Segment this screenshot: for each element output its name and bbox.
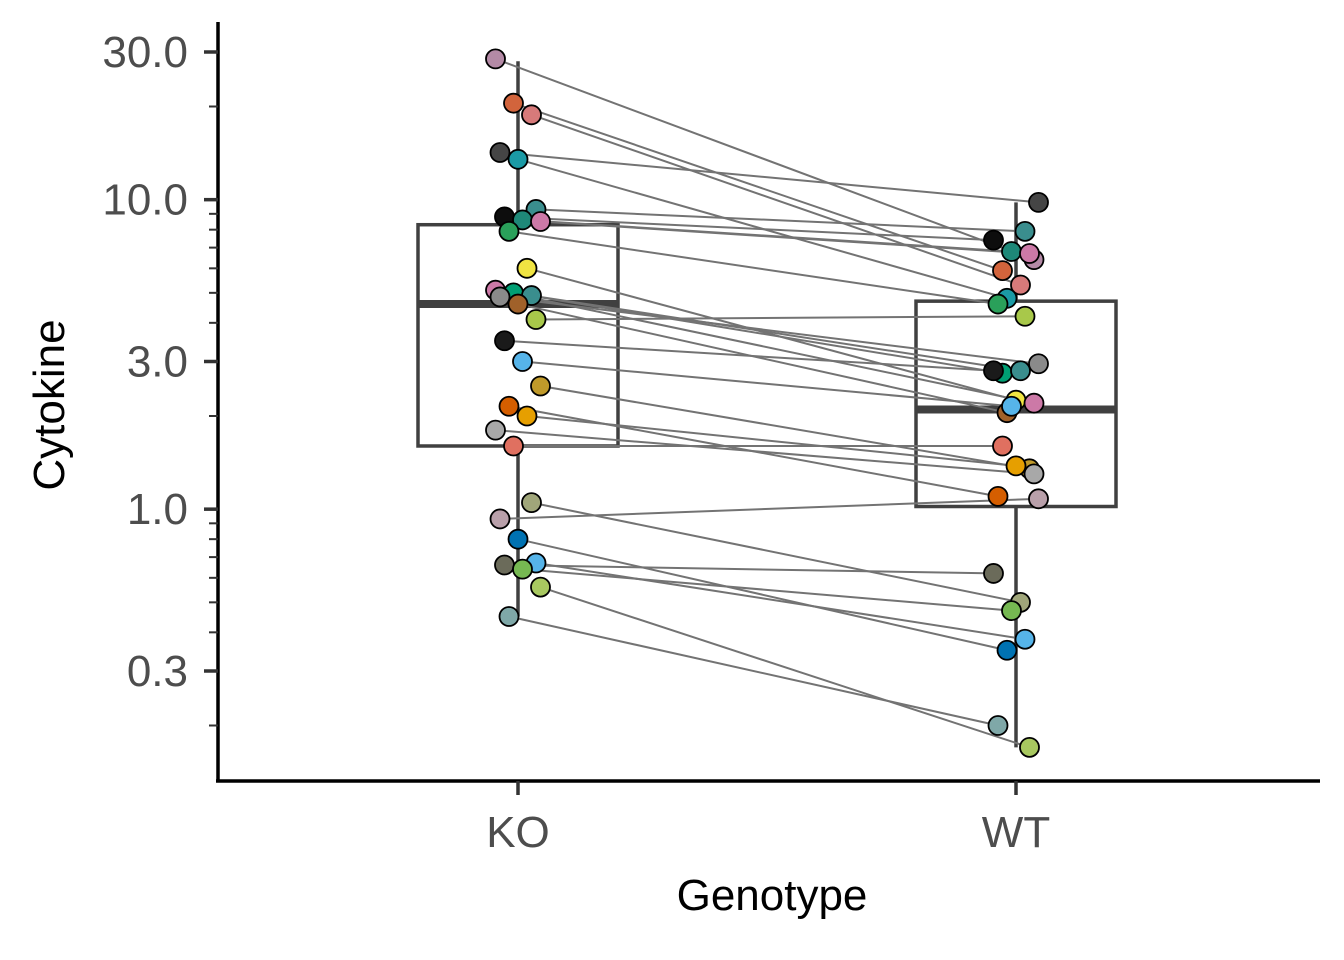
point-ko	[494, 330, 515, 352]
x-tick-label-wt: WT	[982, 808, 1050, 857]
point-ko	[503, 92, 524, 114]
point-wt	[1028, 191, 1049, 213]
point-ko	[485, 419, 506, 441]
point-ko	[525, 309, 547, 330]
pair-line	[508, 615, 999, 727]
y-tick-label: 1.0	[127, 485, 188, 534]
point-ko	[507, 148, 529, 170]
point-wt	[983, 229, 1004, 251]
pair-line	[495, 57, 1035, 261]
point-ko	[498, 220, 520, 242]
point-ko	[530, 211, 551, 232]
point-wt	[987, 293, 1009, 315]
pair-line	[508, 230, 999, 306]
pair-line	[513, 102, 1003, 272]
y-tick-label: 0.3	[127, 647, 188, 696]
point-ko	[494, 554, 515, 576]
pair-line	[499, 151, 1039, 204]
point-wt	[1014, 220, 1036, 242]
point-wt	[1019, 243, 1040, 264]
pair-line	[535, 315, 1026, 321]
pair-line	[531, 113, 1021, 286]
x-tick-label-ko: KO	[486, 808, 550, 857]
point-wt	[987, 485, 1009, 507]
pair-line	[517, 538, 1008, 652]
point-wt	[983, 360, 1004, 382]
point-ko	[489, 508, 511, 530]
point-ko	[530, 375, 551, 397]
point-ko	[521, 104, 542, 126]
point-wt	[992, 260, 1013, 281]
point-ko	[485, 48, 506, 70]
pair-lines-layer	[495, 57, 1039, 749]
pair-line	[495, 289, 1035, 405]
point-wt	[1001, 600, 1022, 622]
point-wt	[992, 435, 1013, 457]
point-ko	[512, 351, 533, 372]
point-ko	[489, 286, 511, 308]
pair-line	[531, 501, 1021, 604]
x-axis-title: Genotype	[677, 871, 868, 920]
point-wt	[1023, 463, 1045, 485]
pair-line	[522, 360, 1012, 408]
y-tick-label: 3.0	[127, 338, 188, 387]
pair-line	[504, 215, 994, 242]
point-ko	[498, 606, 520, 627]
point-ko	[516, 257, 538, 279]
point-wt	[1028, 353, 1049, 375]
pair-line	[535, 208, 1026, 233]
point-wt	[1023, 392, 1045, 414]
pair-line	[531, 294, 1021, 372]
pair-line	[504, 339, 994, 372]
pair-line	[504, 564, 994, 575]
axes-layer	[216, 22, 1320, 783]
point-ko	[498, 395, 520, 417]
point-wt	[1014, 628, 1036, 650]
point-ko	[512, 558, 533, 580]
y-axis-title: Cytokine	[25, 319, 74, 490]
pair-line	[540, 385, 1030, 470]
point-wt	[1019, 736, 1040, 758]
pair-line	[517, 303, 1008, 414]
ticks-layer: 0.3 1.0 3.0 10.0 30.0 KO WT	[102, 28, 1050, 857]
point-ko	[489, 142, 511, 163]
y-tick-label: 30.0	[102, 28, 188, 77]
pair-line	[526, 415, 1017, 467]
points-layer	[485, 48, 1049, 758]
y-tick-label: 10.0	[102, 176, 188, 225]
pair-line	[540, 220, 1030, 255]
pair-line	[540, 586, 1030, 749]
pair-line	[499, 295, 1039, 365]
point-ko	[507, 293, 529, 315]
point-wt	[1005, 455, 1027, 477]
point-wt	[1014, 305, 1036, 327]
point-wt	[987, 715, 1009, 736]
point-ko	[516, 405, 538, 427]
point-wt	[1010, 360, 1031, 382]
point-ko	[530, 576, 551, 598]
point-wt	[1001, 395, 1022, 417]
point-ko	[507, 528, 529, 550]
point-wt	[983, 563, 1004, 584]
point-ko	[521, 492, 542, 514]
point-wt	[1001, 241, 1022, 262]
pair-line	[495, 429, 1035, 475]
point-wt	[1028, 488, 1049, 510]
point-wt	[1010, 274, 1031, 296]
pair-line	[535, 562, 1026, 641]
pair-line	[499, 497, 1039, 520]
pair-line	[522, 568, 1012, 612]
point-wt	[996, 639, 1018, 661]
point-ko	[503, 435, 524, 457]
